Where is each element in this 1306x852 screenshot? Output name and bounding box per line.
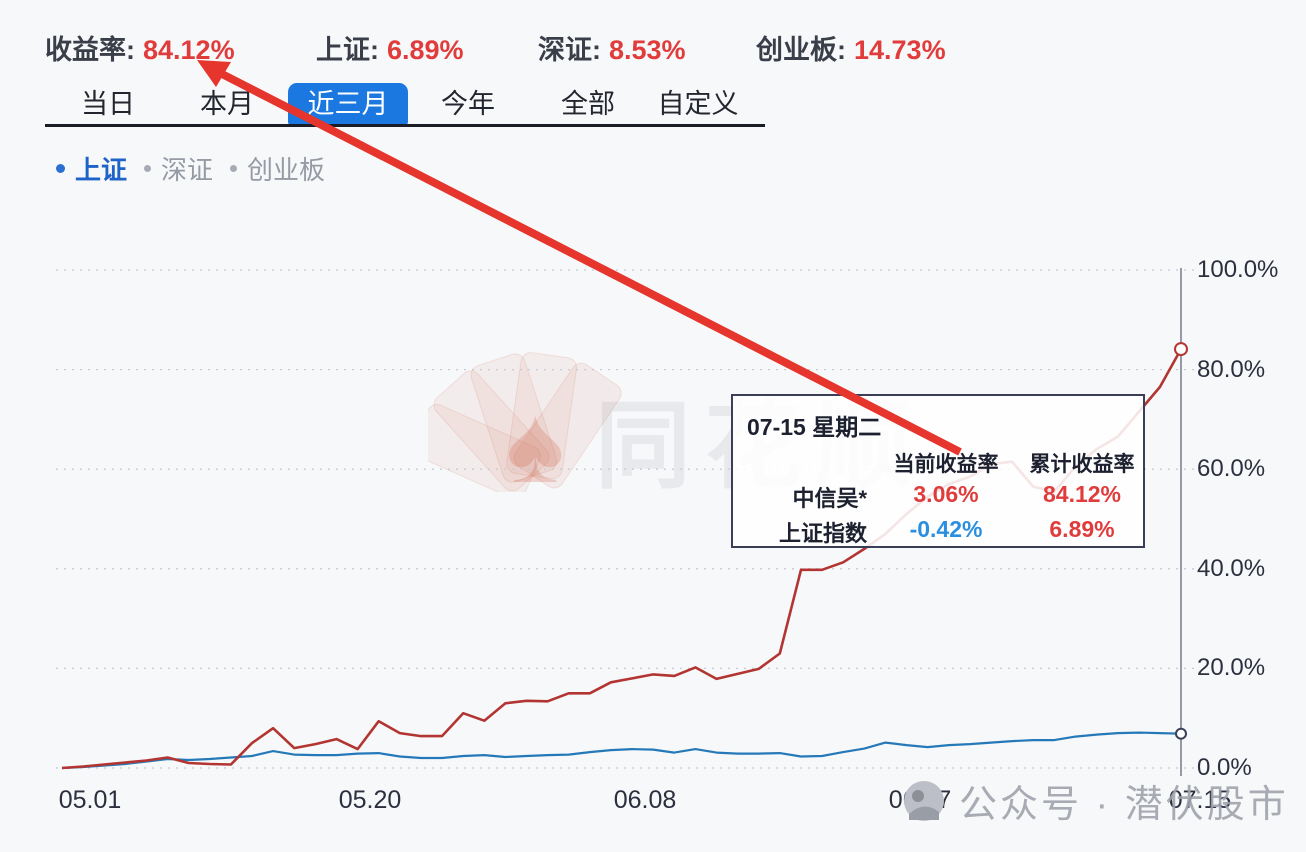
- tab-today[interactable]: 当日: [81, 89, 135, 119]
- stat-label: 收益率:: [45, 35, 135, 65]
- y-axis-tick-label: 100.0%: [1197, 256, 1279, 283]
- stat-chinext-index: 创业板: 14.73%: [756, 28, 946, 67]
- tooltip-corner-cell: [745, 448, 873, 478]
- legend-label: 上证: [75, 155, 128, 185]
- tooltip-cumulative-value: 84.12%: [1042, 481, 1121, 507]
- legend-item-shenzhen[interactable]: 深证: [144, 150, 213, 187]
- tooltip-row-name: 上证指数: [778, 521, 867, 546]
- series-end-marker-中信吴*: [1174, 342, 1188, 357]
- y-axis-tick-label: 40.0%: [1197, 554, 1266, 582]
- tab-custom[interactable]: 自定义: [657, 89, 739, 119]
- y-axis-tick-label: 0.0%: [1197, 754, 1252, 781]
- legend-dot-icon: [56, 164, 65, 173]
- x-axis-tick-label: 06.08: [613, 786, 677, 814]
- tooltip-current-value: 3.06%: [913, 481, 979, 507]
- tooltip-current-value: -0.42%: [909, 516, 983, 542]
- stat-shenzhen-index: 深证: 8.53%: [538, 28, 686, 67]
- stat-label: 创业板:: [756, 35, 846, 65]
- stat-label: 上证:: [316, 35, 379, 65]
- legend-label: 深证: [161, 155, 214, 185]
- stat-value: 14.73%: [854, 35, 946, 65]
- series-end-marker-上证指数: [1175, 727, 1187, 740]
- chart-tooltip: 07-15 星期二 当前收益率 累计收益率 中信吴* 3.06% 84.12% …: [731, 394, 1145, 548]
- tab-bar-underline: [45, 124, 765, 127]
- legend-dot-icon: [144, 165, 151, 172]
- period-tab-bar: 当日 本月 近三月 今年 全部 自定义: [0, 83, 1306, 127]
- legend-item-chinext[interactable]: 创业板: [230, 150, 325, 187]
- tooltip-col-current: 当前收益率: [893, 453, 999, 476]
- tooltip-row-name: 中信吴*: [792, 486, 867, 511]
- series-line-上证指数: [61, 731, 1182, 770]
- tooltip-date-title: 07-15 星期二: [747, 414, 882, 440]
- stat-shanghai-index: 上证: 6.89%: [316, 28, 464, 67]
- stat-value: 8.53%: [609, 35, 686, 65]
- tab-this-month[interactable]: 本月: [200, 89, 254, 119]
- y-axis-tick-label: 60.0%: [1197, 455, 1266, 483]
- header-stats-bar: 收益率: 84.12% 上证: 6.89% 深证: 8.53% 创业板: 14.73%: [0, 28, 1306, 67]
- legend-dot-icon: [230, 165, 237, 172]
- legend-item-shanghai[interactable]: 上证: [56, 150, 127, 187]
- x-axis-tick-label: 05.20: [338, 786, 402, 814]
- tab-this-year[interactable]: 今年: [441, 89, 495, 119]
- channel-watermark-text: 公众号 · 潜伏股市: [959, 784, 1289, 826]
- tooltip-table: 当前收益率 累计收益率 中信吴* 3.06% 84.12% 上证指数 -0.42…: [745, 448, 1135, 548]
- tooltip-col-cumulative: 累计收益率: [1029, 453, 1135, 476]
- tab-last-3-months[interactable]: 近三月: [288, 83, 408, 125]
- tab-all[interactable]: 全部: [561, 89, 615, 119]
- stat-label: 深证:: [538, 35, 601, 65]
- channel-watermark: 公众号 · 潜伏股市: [903, 773, 1289, 828]
- stat-value: 84.12%: [143, 35, 235, 65]
- stat-total-return: 收益率: 84.12%: [45, 28, 235, 67]
- stat-value: 6.89%: [387, 35, 464, 65]
- tooltip-cumulative-value: 6.89%: [1049, 516, 1115, 542]
- legend-label: 创业板: [247, 155, 326, 185]
- x-axis-tick-label: 05.01: [58, 786, 122, 814]
- y-axis-tick-label: 20.0%: [1197, 654, 1266, 682]
- channel-avatar-icon: [904, 780, 944, 821]
- x-axis-tick-label: 07.15: [1168, 786, 1232, 814]
- y-axis-tick-label: 80.0%: [1197, 355, 1266, 383]
